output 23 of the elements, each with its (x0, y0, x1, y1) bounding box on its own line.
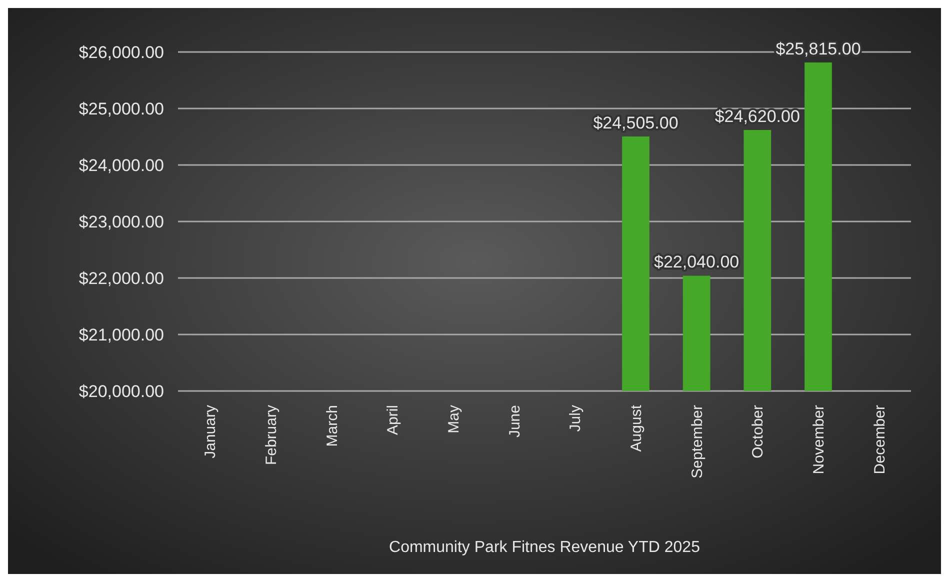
y-tick-label: $21,000.00 (78, 325, 164, 344)
y-tick-label: $23,000.00 (78, 212, 164, 232)
x-tick-label: November (810, 405, 828, 474)
x-tick-label: December (871, 405, 888, 474)
x-tick-label: April (384, 405, 402, 436)
x-tick-label: March (324, 405, 341, 447)
y-tick-label: $24,000.00 (78, 156, 164, 175)
x-tick-label: August (628, 404, 645, 452)
text: Community Park Fitnes Revenue YTD 2025 (389, 539, 700, 556)
x-tick-label: January (202, 404, 220, 458)
y-tick-label: $26,000.00 (78, 42, 164, 62)
y-tick-label: $25,000.00 (78, 99, 164, 118)
x-tick-label: October (750, 405, 767, 458)
data-label: $24,620.00 (714, 106, 800, 126)
x-tick-label: February (263, 404, 280, 466)
x-tick-label: September (688, 404, 706, 478)
y-tick-label: $20,000.00 (78, 382, 164, 401)
data-label: $22,040.00 (654, 252, 740, 272)
x-tick-label: June (506, 405, 524, 438)
y-tick-label: $22,000.00 (78, 268, 164, 288)
x-tick-label: July (567, 404, 584, 432)
data-label: $24,505.00 (593, 113, 678, 132)
x-tick-label: May (446, 404, 463, 434)
